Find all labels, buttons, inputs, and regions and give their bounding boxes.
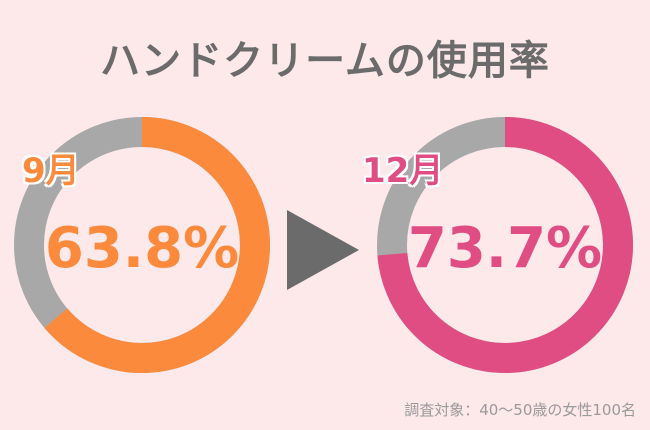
donut-chart-september: 63.8% [14, 117, 270, 373]
donut-chart-december: 73.7% [377, 117, 633, 373]
donut-value-label-september: 63.8% [45, 216, 239, 281]
arrow-right-icon [287, 210, 359, 290]
chart-title: ハンドクリームの使用率 [100, 38, 550, 84]
donut-value-label-december: 73.7% [408, 216, 602, 281]
donut-value-arc-december [377, 117, 633, 373]
donut-value-arc-september [44, 117, 270, 373]
survey-note: 調査対象：40〜50歳の女性100名 [404, 401, 636, 419]
month-label-december: 12月 [362, 151, 444, 191]
month-label-september: 9月 [22, 151, 80, 191]
